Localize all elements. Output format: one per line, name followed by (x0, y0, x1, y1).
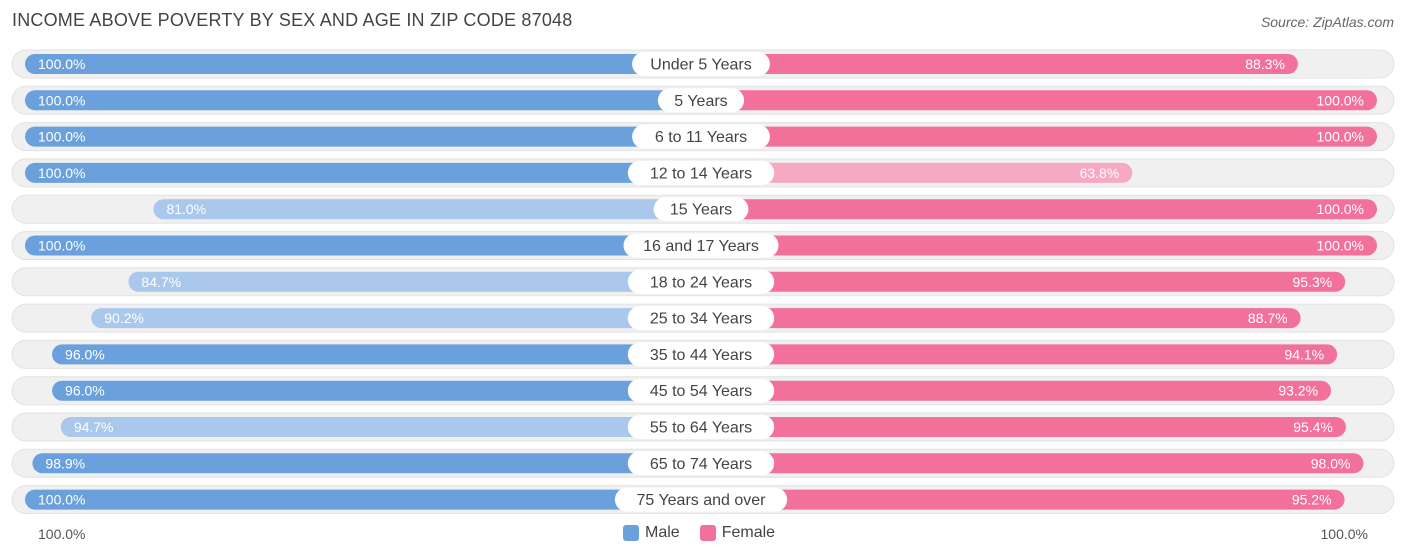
male-value-label: 90.2% (104, 310, 144, 326)
category-label: 5 Years (674, 93, 727, 110)
category-pill (627, 451, 775, 476)
chart-area: 100.0% 88.3% Under 5 Years 100.0% 100.0% 5 Ye… (11, 49, 1395, 515)
male-value-label: 98.9% (45, 455, 85, 471)
category-label: 55 to 64 Years (650, 420, 752, 437)
male-value-label: 100.0% (38, 56, 85, 72)
female-bar (701, 344, 1338, 365)
female-value-label: 88.3% (1245, 56, 1285, 72)
male-bar (153, 199, 701, 220)
category-pill (627, 160, 775, 185)
category-label: 12 to 14 Years (650, 165, 752, 182)
female-bar (701, 308, 1301, 329)
category-pill (632, 124, 770, 149)
source-credit: Source: ZipAtlas.com (1260, 14, 1394, 30)
female-value-label: 95.2% (1292, 492, 1332, 508)
category-label: 35 to 44 Years (650, 347, 752, 364)
female-bar (701, 453, 1364, 474)
female-bar (701, 489, 1345, 510)
category-pill (614, 487, 788, 512)
male-bar (25, 489, 701, 510)
category-pill (627, 306, 775, 331)
male-value-label: 100.0% (38, 492, 85, 508)
female-value-label: 100.0% (1317, 201, 1364, 217)
female-value-label: 100.0% (1317, 92, 1364, 108)
male-value-label: 94.7% (74, 419, 114, 435)
male-bar (60, 417, 701, 437)
category-pill (627, 378, 775, 403)
axis-left-label: 100.0% (38, 526, 86, 542)
female-value-label: 63.8% (1080, 165, 1120, 181)
legend: Male Female (623, 524, 787, 542)
category-pill (632, 52, 770, 76)
female-bar (701, 126, 1377, 147)
male-bar (25, 235, 701, 256)
male-bar (25, 54, 701, 74)
male-value-label: 100.0% (38, 238, 85, 254)
female-value-label: 95.3% (1293, 274, 1333, 290)
axis-right-label: 100.0% (1320, 526, 1368, 542)
category-label: 65 to 74 Years (650, 456, 752, 473)
category-label: 15 Years (670, 202, 732, 219)
category-label: 18 to 24 Years (650, 274, 752, 291)
female-value-label: 95.4% (1293, 419, 1333, 435)
male-bar (91, 308, 702, 329)
male-bar (25, 162, 701, 183)
legend-item-male: Male (623, 524, 680, 542)
category-label: 6 to 11 Years (655, 129, 747, 146)
female-bar (701, 271, 1346, 292)
male-value-label: 96.0% (65, 346, 105, 362)
female-bar (701, 54, 1298, 74)
male-value-label: 81.0% (166, 201, 206, 217)
legend-item-female: Female (699, 524, 776, 542)
category-pill (627, 342, 775, 367)
category-label: 75 Years and over (637, 492, 767, 509)
female-bar (701, 162, 1133, 183)
legend-label-female: Female (721, 524, 776, 541)
male-bar (52, 344, 702, 365)
category-pill (653, 197, 749, 222)
category-label: 45 to 54 Years (650, 383, 752, 400)
male-bar (52, 380, 702, 401)
category-label: 16 and 17 Years (643, 238, 759, 255)
legend-label-male: Male (645, 524, 680, 541)
category-label: Under 5 Years (650, 57, 751, 74)
male-value-label: 100.0% (38, 129, 85, 145)
chart-title: INCOME ABOVE POVERTY BY SEX AND AGE IN Z… (12, 10, 573, 30)
male-value-label: 100.0% (38, 165, 85, 181)
female-bar (701, 199, 1377, 220)
male-value-label: 96.0% (65, 383, 105, 399)
category-pill (657, 88, 745, 113)
male-bar (128, 271, 702, 292)
female-value-label: 100.0% (1317, 129, 1364, 145)
female-bar (701, 235, 1377, 256)
male-bar (32, 453, 702, 474)
category-pill (627, 415, 775, 439)
category-pill (627, 269, 775, 294)
female-value-label: 98.0% (1311, 455, 1351, 471)
female-bar (701, 90, 1377, 111)
legend-swatch-male (623, 525, 639, 541)
female-value-label: 93.2% (1278, 383, 1318, 399)
male-value-label: 84.7% (141, 274, 181, 290)
male-value-label: 100.0% (38, 92, 85, 108)
female-value-label: 88.7% (1248, 310, 1288, 326)
female-bar (701, 380, 1332, 401)
legend-swatch-female (699, 525, 716, 541)
male-bar (25, 126, 701, 147)
female-value-label: 94.1% (1284, 346, 1324, 362)
male-bar (25, 90, 701, 111)
female-value-label: 100.0% (1317, 238, 1364, 254)
category-label: 25 to 34 Years (650, 311, 752, 328)
female-bar (701, 417, 1346, 437)
category-pill (623, 233, 779, 258)
